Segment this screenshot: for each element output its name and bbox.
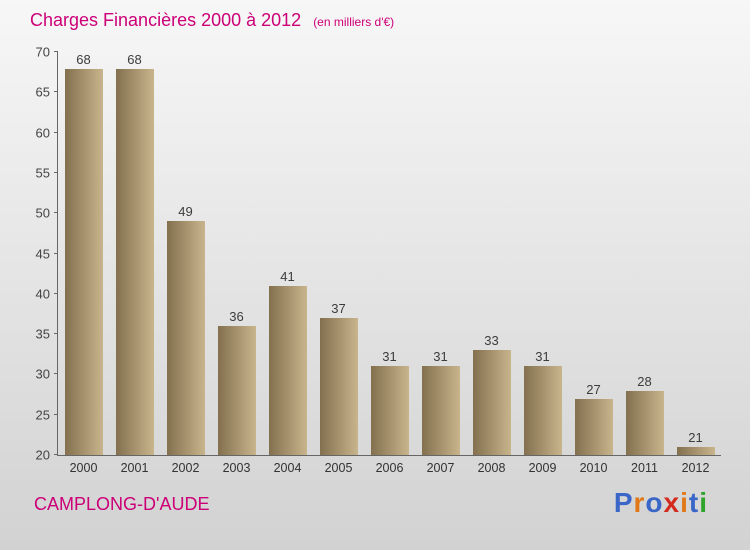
bar-slot: 68 2001: [109, 52, 160, 475]
logo-letter: i: [680, 487, 689, 518]
bar-slot: 36 2003: [211, 52, 262, 475]
y-tick-mark: [54, 91, 58, 93]
y-tick-mark: [54, 171, 58, 173]
bar-value-label: 31: [433, 349, 448, 365]
bar-slot: 68 2000: [58, 52, 109, 475]
bar-value-label: 21: [688, 429, 703, 445]
bar-value-label: 36: [229, 309, 244, 325]
chart-header: Charges Financières 2000 à 2012 (en mill…: [30, 10, 394, 31]
y-tick-label: 70: [35, 44, 50, 60]
logo-letter: o: [645, 487, 664, 518]
bar: [268, 285, 307, 455]
bar-slot: 27 2010: [568, 52, 619, 475]
y-tick-label: 35: [35, 326, 50, 342]
bar-value-label: 68: [76, 52, 91, 67]
y-tick-label: 55: [35, 165, 50, 181]
bar: [64, 69, 103, 455]
x-tick-label: 2012: [681, 461, 710, 475]
y-tick-label: 30: [35, 366, 50, 382]
y-tick-label: 40: [35, 286, 50, 302]
y-tick-label: 60: [35, 125, 50, 141]
bar: [370, 366, 409, 455]
bar: [676, 446, 715, 455]
bar: [472, 350, 511, 455]
y-axis-ticks: 20 25 30 35 40 45 50 55 60 65 70: [36, 45, 721, 463]
bar: [217, 326, 256, 455]
bar-value-label: 27: [586, 381, 601, 397]
y-tick-mark: [54, 131, 58, 133]
x-tick-label: 2004: [273, 461, 302, 475]
bar-value-label: 28: [637, 373, 652, 389]
bar: [421, 366, 460, 455]
bar: [574, 398, 613, 455]
plot-area: 20 25 30 35 40 45 50 55 60 65 70 68 2000 68 2001 49 200…: [36, 45, 721, 475]
logo-letter: r: [633, 487, 646, 518]
chart-subtitle: (en milliers d'€): [313, 15, 395, 29]
bar-slot: 31 2009: [517, 52, 568, 475]
bar: [523, 366, 562, 455]
logo-letter: x: [663, 487, 681, 518]
y-tick-label: 45: [35, 246, 50, 261]
x-tick-label: 2009: [528, 461, 557, 475]
bar: [319, 317, 358, 455]
x-tick-label: 2010: [579, 461, 608, 475]
bar-value-label: 41: [280, 268, 295, 284]
x-tick-label: 2005: [324, 461, 353, 475]
location-label: CAMPLONG-D'AUDE: [34, 494, 210, 514]
y-tick-label: 25: [35, 407, 50, 423]
bar-slot: 41 2004: [262, 52, 313, 475]
bar-slot: 21 2012: [670, 52, 721, 475]
y-tick-label: 65: [35, 84, 50, 100]
x-tick-label: 2003: [222, 461, 251, 475]
x-tick-label: 2011: [631, 461, 658, 475]
bar-slot: 28 2011: [619, 52, 670, 475]
bar-value-label: 33: [484, 333, 499, 349]
logo-letter: i: [699, 487, 708, 518]
y-tick-label: 50: [35, 205, 50, 221]
bar: [115, 69, 154, 455]
bar-slot: 37 2005: [313, 52, 364, 475]
y-tick-mark: [54, 373, 58, 375]
x-tick-label: 2002: [171, 461, 200, 475]
bar-slot: 31 2006: [364, 52, 415, 475]
bar-value-label: 49: [178, 204, 193, 220]
bar-value-label: 68: [127, 52, 142, 67]
proxiti-logo[interactable]: Proxiti: [614, 487, 708, 519]
y-tick-mark: [54, 212, 58, 214]
y-tick-mark: [54, 413, 58, 415]
x-tick-label: 2007: [426, 461, 455, 475]
bar: [166, 221, 205, 455]
x-tick-label: 2000: [69, 461, 98, 475]
bar-value-label: 37: [331, 300, 346, 316]
y-tick-label: 20: [35, 447, 50, 463]
bar-slot: 31 2007: [415, 52, 466, 475]
y-tick-mark: [54, 252, 58, 254]
y-tick-mark: [54, 454, 58, 455]
bars: 68 2000 68 2001 49 2002 36 2003 41 2004 37 2005 31 20…: [58, 52, 721, 475]
x-tick-label: 2001: [120, 461, 149, 475]
bar: [625, 390, 664, 455]
y-tick-mark: [54, 51, 58, 52]
bar-slot: 49 2002: [160, 52, 211, 475]
bar-slot: 33 2008: [466, 52, 517, 475]
chart-title: Charges Financières 2000 à 2012: [30, 10, 302, 30]
bar-value-label: 31: [382, 349, 397, 365]
bar-value-label: 31: [535, 349, 550, 365]
x-tick-label: 2006: [375, 461, 404, 475]
logo-letter: P: [613, 487, 634, 518]
logo-letter: t: [688, 487, 700, 518]
y-tick-mark: [54, 333, 58, 335]
x-tick-label: 2008: [477, 461, 506, 475]
y-tick-mark: [54, 292, 58, 294]
